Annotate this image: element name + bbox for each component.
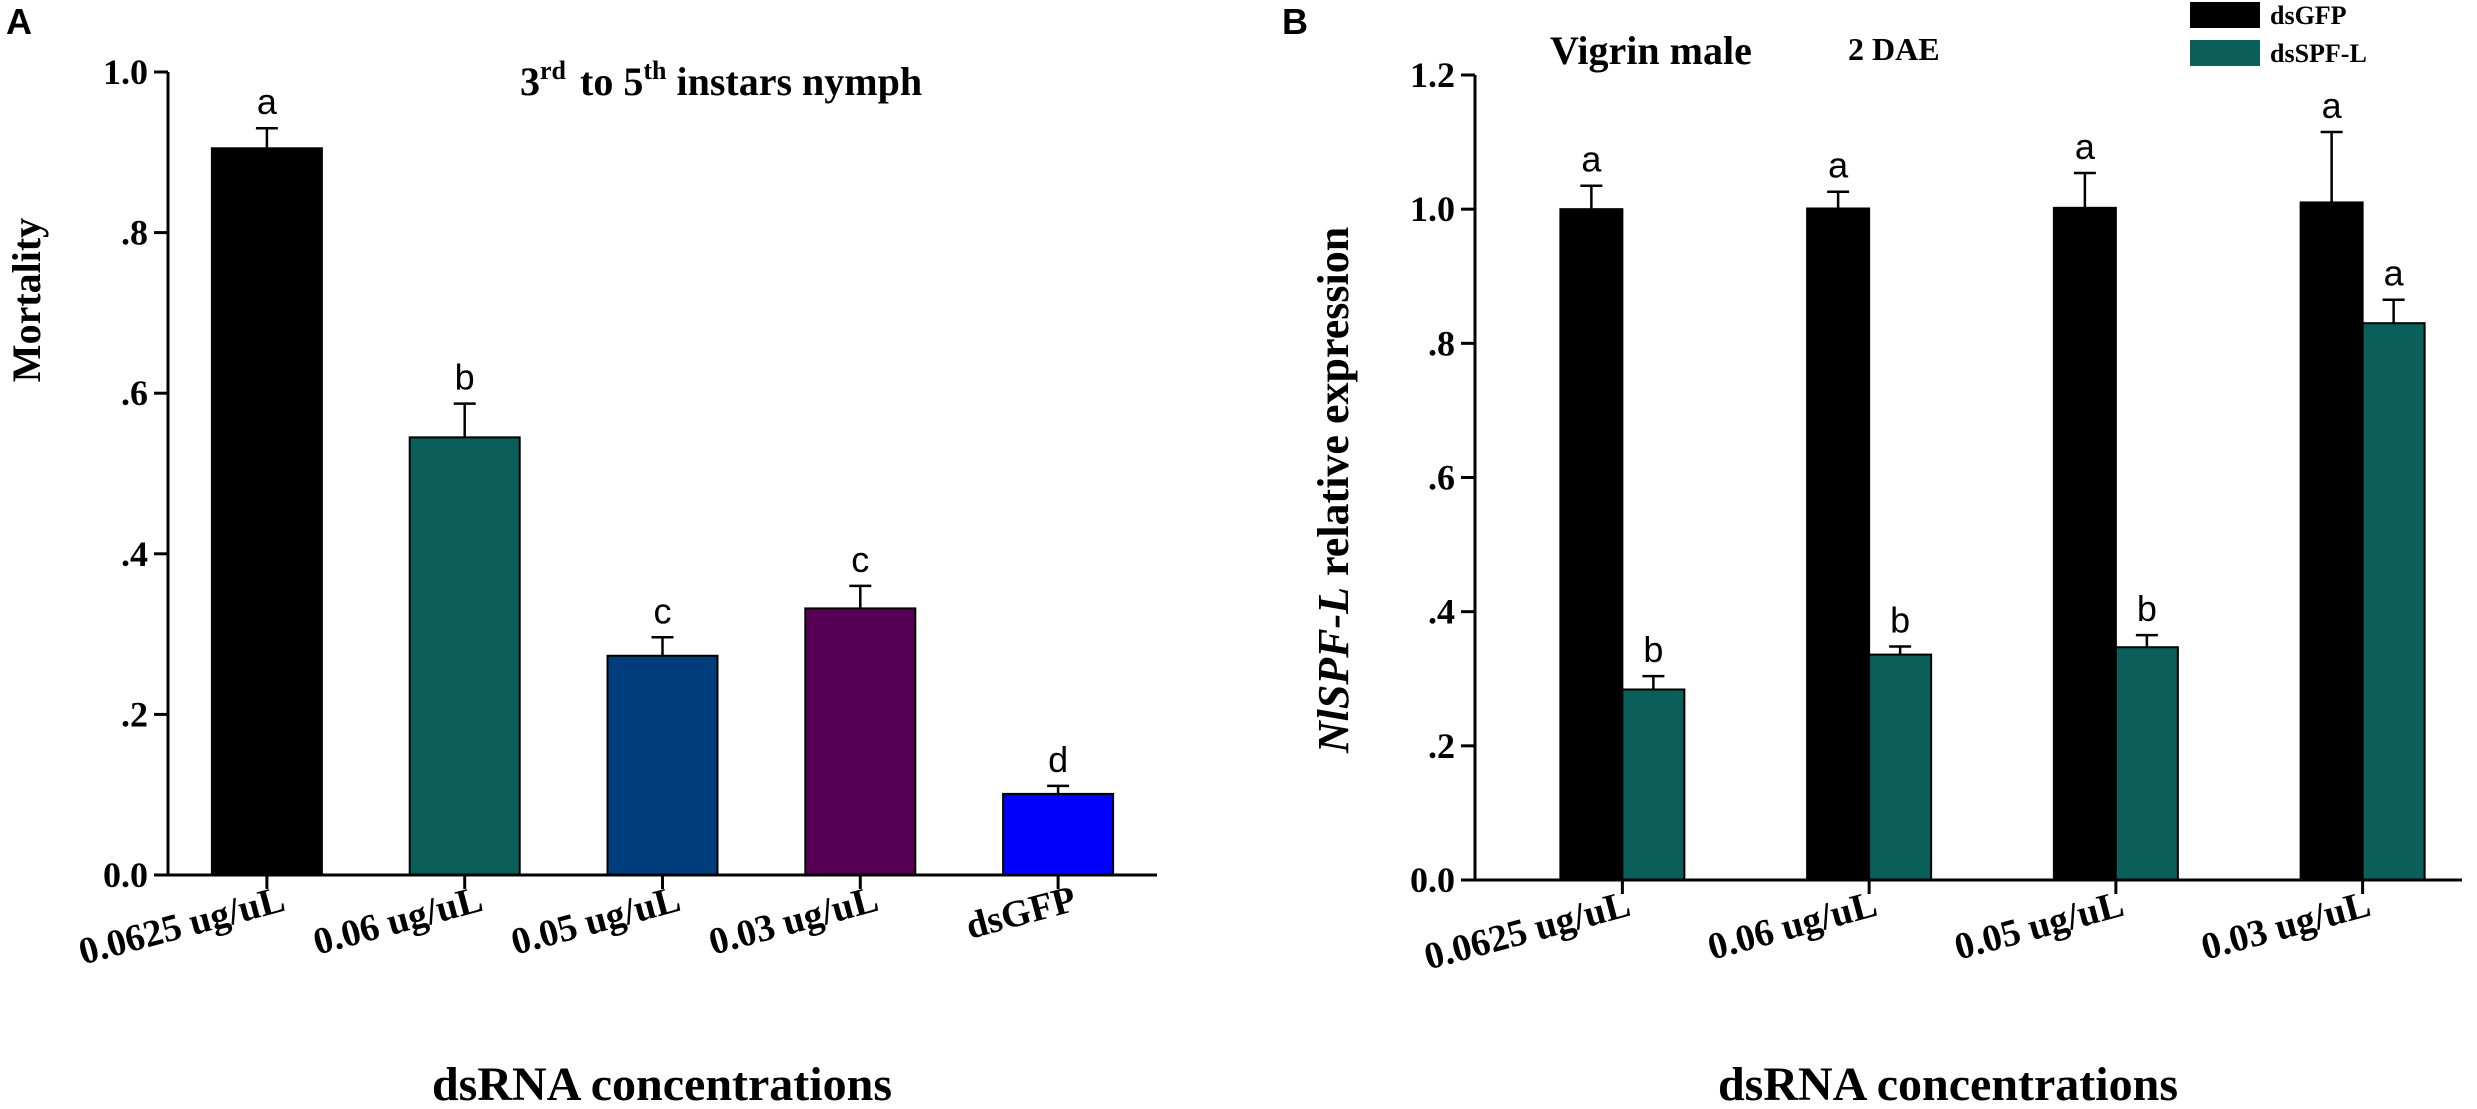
panel-b-y-axis: 0.0 .2 .4 .6 .8 1.0 1.2 [1410,55,1475,900]
sig-label-dsspf-l-0: b [1643,629,1663,670]
sig-label-dsgfp-1: a [1828,145,1849,186]
x-tick-label-1: 0.06 ug/uL [309,878,487,963]
panel-b: B Vigrin male 2 DAE NlSPF-L relative exp… [1282,1,2462,1109]
bar-dsspf-l-3 [2361,322,2426,882]
sig-label-dsspf-l-3: a [2384,253,2405,294]
bar-dsgfp-1 [1806,207,1871,881]
legend-label-dsspf-l: dsSPF-L [2270,39,2367,68]
panel-a-error-bars [255,126,1070,794]
y-tick-label-4: .8 [121,213,148,253]
panel-b-subtitle: 2 DAE [1848,31,1940,67]
sig-label-dsspf-l-1: b [1890,600,1910,641]
bar-dsgfp-0 [1559,208,1624,881]
panel-a-letter: A [6,1,32,42]
y-tick-label-0: 0.0 [1410,860,1455,900]
panel-b-ylabel-rest: relative expression [1309,227,1358,587]
legend-swatch-dsspf-l [2190,40,2260,66]
bar-2 [606,654,719,876]
panel-a-y-axis: 0.0 .2 .4 .6 .8 1.0 [103,52,168,895]
x-tick-label-4: dsGFP [961,878,1080,948]
bar-dsgfp-2 [2052,206,2117,881]
panel-a: A 3rd to 5th instars nymph Mortality dsRNA… [4,1,1157,1109]
panel-b-xlabel: dsRNA concentrations [1718,1058,2178,1109]
sig-label-4: d [1048,739,1068,780]
bar-dsspf-l-1 [1868,653,1933,881]
panel-a-bars [210,147,1115,877]
sig-label-dsgfp-0: a [1581,139,1602,180]
bar-4 [1002,792,1115,876]
bar-dsspf-l-2 [2114,646,2179,881]
sig-label-dsgfp-3: a [2322,85,2343,126]
x-tick-label-3: 0.03 ug/uL [2197,883,2375,968]
legend-swatch-dsgfp [2190,2,2260,28]
bar-3 [804,607,917,876]
bar-dsspf-l-0 [1621,688,1686,881]
y-tick-label-3: .6 [1428,458,1455,498]
panel-b-legend: dsGFP dsSPF-L [2190,1,2367,68]
legend-label-dsgfp: dsGFP [2270,1,2347,30]
panel-b-title: Vigrin male [1550,28,1752,73]
y-tick-label-2: .4 [121,534,148,574]
panel-b-significance-labels: a b a b a b a a [1581,85,2404,670]
bar-1 [408,436,521,876]
sig-label-dsspf-l-2: b [2137,588,2157,629]
panel-a-title: 3rd to 5th instars nymph [520,56,922,104]
panel-b-ylabel-gene: NlSPF-L [1309,587,1358,754]
y-tick-label-6: 1.2 [1410,55,1455,95]
y-tick-label-4: .8 [1428,323,1455,363]
panel-b-x-axis: 0.0625 ug/uL 0.06 ug/uL 0.05 ug/uL 0.03 ug/… [1420,880,2375,978]
panel-b-bars [1559,201,2426,882]
sig-label-3: c [851,539,869,580]
y-tick-label-3: .6 [121,373,148,413]
x-tick-label-2: 0.05 ug/uL [507,878,685,963]
panel-a-significance-labels: a b c c d [257,81,1068,780]
y-tick-label-0: 0.0 [103,855,148,895]
panel-a-xlabel: dsRNA concentrations [432,1058,892,1109]
panel-b-letter: B [1282,1,1308,42]
bar-0 [210,147,323,877]
x-tick-label-3: 0.03 ug/uL [704,878,882,963]
x-tick-label-2: 0.05 ug/uL [1950,883,2128,968]
panel-a-x-axis: 0.0625 ug/uL 0.06 ug/uL 0.05 ug/uL 0.03 ug/… [74,875,1080,973]
y-tick-label-1: .2 [1428,726,1455,766]
y-tick-label-5: 1.0 [1410,189,1455,229]
sig-label-1: b [455,357,475,398]
panel-b-error-bars [1580,130,2405,690]
sig-label-0: a [257,81,278,122]
panel-b-ylabel: NlSPF-L relative expression [1309,227,1358,754]
sig-label-dsgfp-2: a [2075,126,2096,167]
bar-dsgfp-3 [2299,201,2364,882]
sig-label-2: c [654,590,672,631]
panel-a-ylabel: Mortality [4,218,49,382]
y-tick-label-5: 1.0 [103,52,148,92]
y-tick-label-1: .2 [121,694,148,734]
y-tick-label-2: .4 [1428,592,1455,632]
x-tick-label-1: 0.06 ug/uL [1703,883,1881,968]
